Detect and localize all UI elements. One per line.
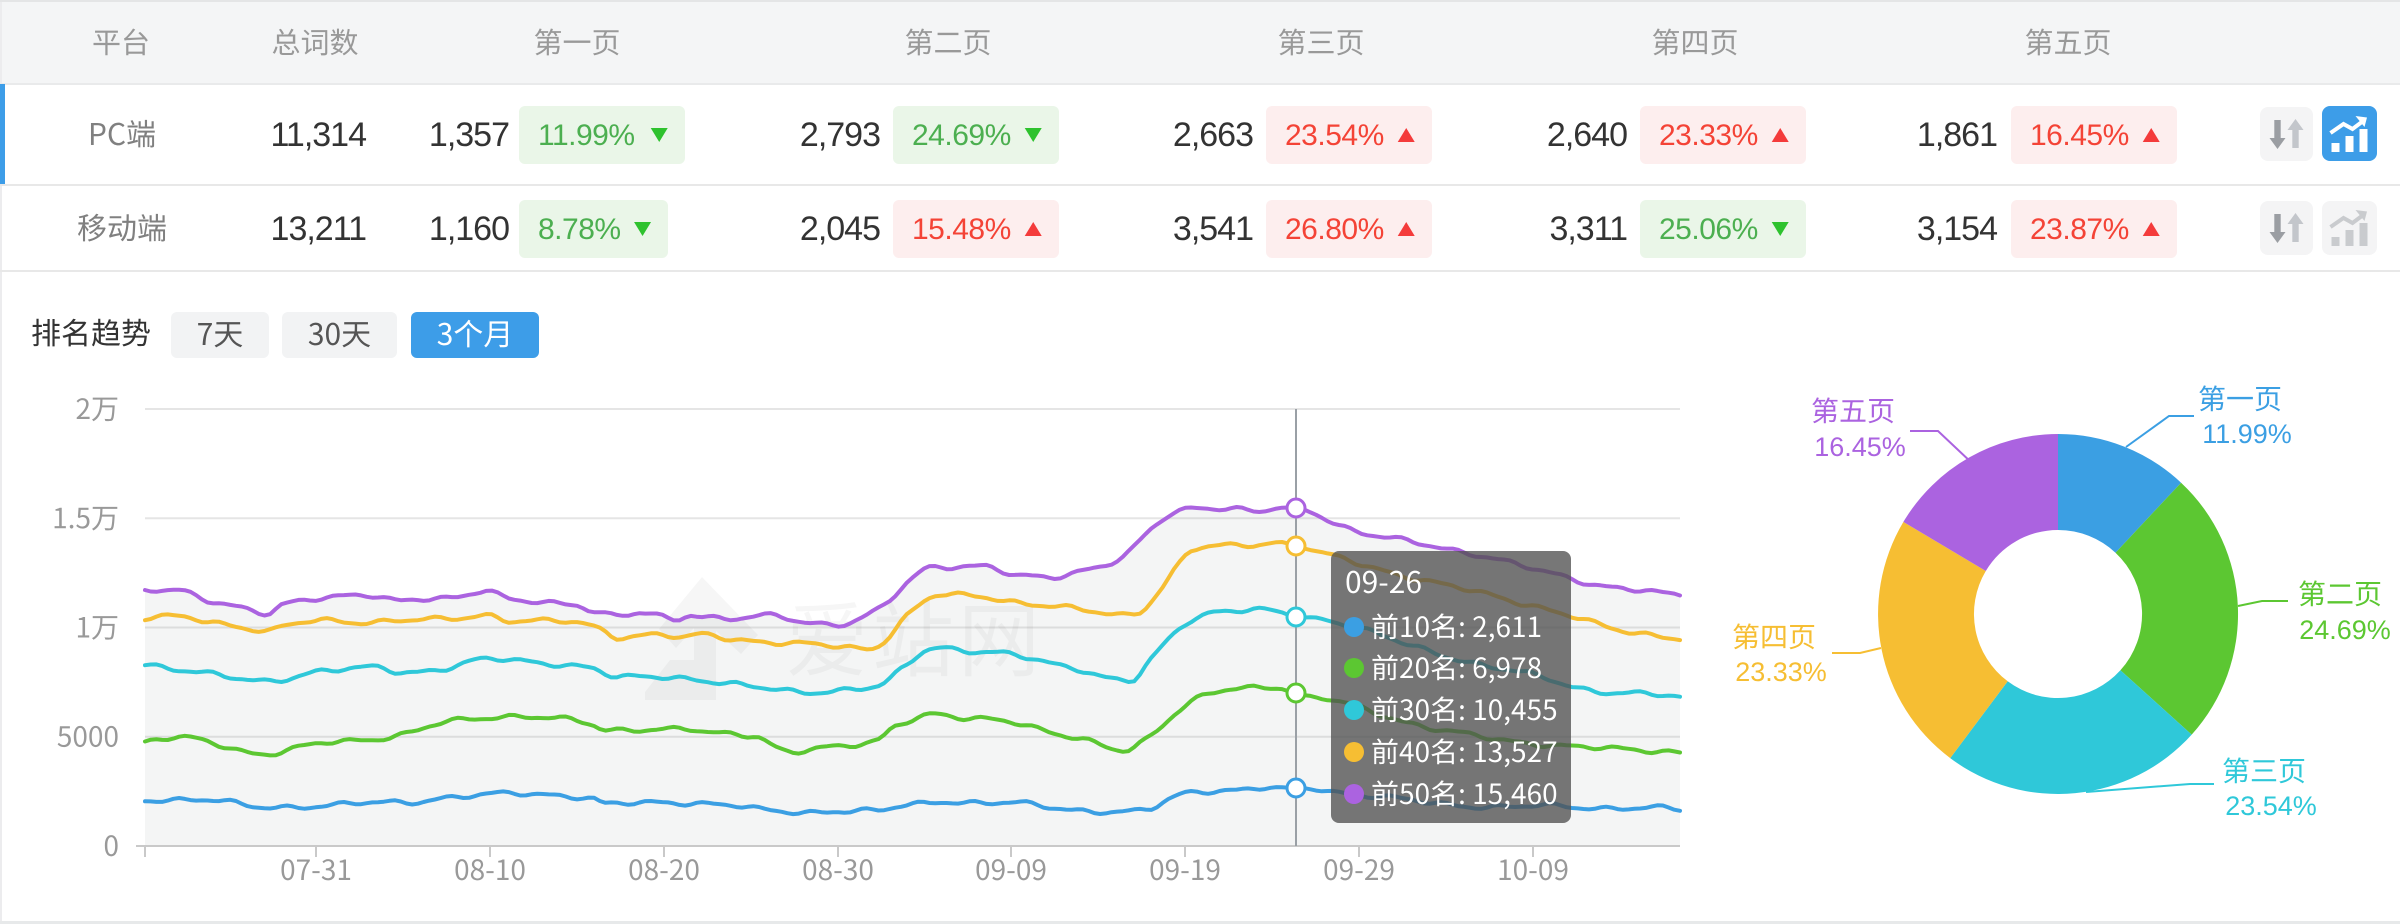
svg-text:1,357: 1,357 <box>429 116 509 154</box>
svg-text:15.48%: 15.48% <box>912 213 1011 246</box>
svg-text:13,211: 13,211 <box>271 210 367 248</box>
svg-text:25.06%: 25.06% <box>1659 213 1758 246</box>
svg-text:23.54%: 23.54% <box>1285 119 1384 152</box>
svg-text:23.33%: 23.33% <box>1659 119 1758 152</box>
svg-text:23.87%: 23.87% <box>2030 213 2129 246</box>
svg-text:16.45%: 16.45% <box>2030 119 2129 152</box>
svg-text:24.69%: 24.69% <box>912 119 1011 152</box>
svg-text:23.33%: 23.33% <box>1735 657 1827 687</box>
svg-text:3,311: 3,311 <box>1549 210 1627 248</box>
svg-text:2,045: 2,045 <box>800 210 880 248</box>
svg-text:24.69%: 24.69% <box>2299 615 2391 645</box>
svg-text:2,640: 2,640 <box>1547 116 1627 154</box>
svg-text:2,663: 2,663 <box>1173 116 1253 154</box>
svg-text:11.99%: 11.99% <box>2202 419 2292 449</box>
svg-text:1,160: 1,160 <box>429 210 509 248</box>
svg-text:2,793: 2,793 <box>800 116 880 154</box>
svg-text:23.54%: 23.54% <box>2225 791 2317 821</box>
svg-text:26.80%: 26.80% <box>1285 213 1384 246</box>
svg-text:1,861: 1,861 <box>1917 116 1997 154</box>
svg-text:11,314: 11,314 <box>271 116 367 154</box>
svg-text:16.45%: 16.45% <box>1814 432 1906 462</box>
svg-text:3,541: 3,541 <box>1173 210 1253 248</box>
svg-text:11.99%: 11.99% <box>538 119 635 152</box>
svg-text:3,154: 3,154 <box>1917 210 1997 248</box>
svg-text:8.78%: 8.78% <box>538 213 621 246</box>
